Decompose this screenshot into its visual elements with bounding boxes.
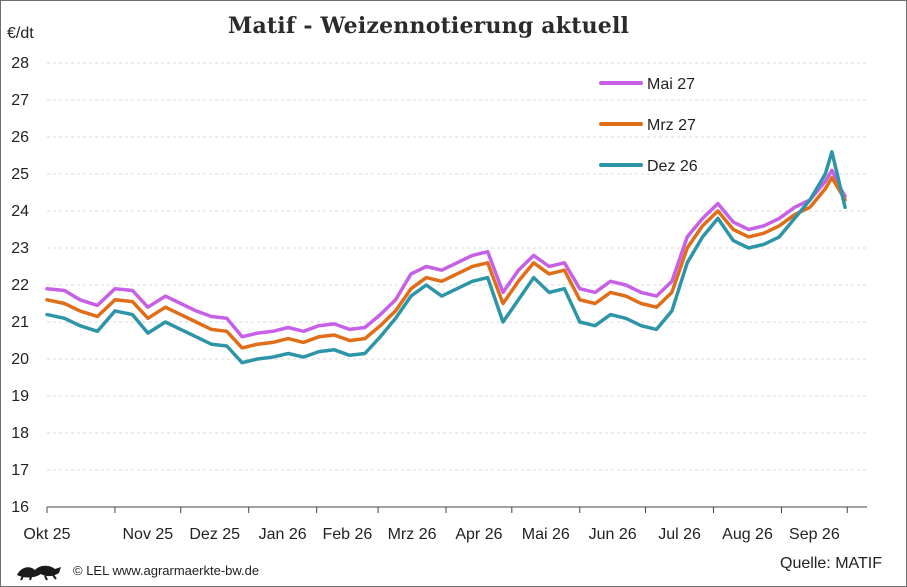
- grid-layer: [47, 62, 867, 471]
- legend-label: Mrz 27: [647, 117, 696, 134]
- legend: Mai 27 Mrz 27 Dez 26: [599, 76, 698, 175]
- y-tick-label: 16: [11, 499, 29, 516]
- y-tick-label: 20: [11, 351, 29, 368]
- y-tick-label: 21: [11, 314, 29, 331]
- x-tick-label: Feb 26: [322, 526, 372, 543]
- y-tick-label: 23: [11, 240, 29, 257]
- series-layer: [45, 150, 847, 365]
- baden-wuerttemberg-lion-logo: [17, 565, 61, 581]
- legend-label: Mai 27: [647, 76, 695, 93]
- y-tick-label: 17: [11, 462, 29, 479]
- y-tick-label: 28: [11, 55, 29, 72]
- x-tick-label: Mrz 26: [388, 526, 437, 543]
- x-tick-label: Jan 26: [259, 526, 307, 543]
- legend-label: Dez 26: [647, 158, 698, 175]
- x-tick-label: Sep 26: [789, 526, 840, 543]
- source-text: Quelle: MATIF: [780, 555, 882, 572]
- x-tick-label: Jul 26: [658, 526, 701, 543]
- x-tick-label: Jun 26: [589, 526, 637, 543]
- series-line: [45, 175, 847, 350]
- y-tick-label: 18: [11, 425, 29, 442]
- x-tick-label: Mai 26: [522, 526, 570, 543]
- y-tick-label: 24: [11, 203, 29, 220]
- x-tick-label: Apr 26: [455, 526, 502, 543]
- y-axis-unit-label: €/dt: [7, 25, 34, 42]
- y-tick-label: 19: [11, 388, 29, 405]
- y-tick-label: 25: [11, 166, 29, 183]
- copyright-text: © LEL www.agrarmaerkte-bw.de: [73, 563, 260, 578]
- y-tick-label: 26: [11, 129, 29, 146]
- series-line: [45, 150, 847, 365]
- x-tick-label: Dez 25: [189, 526, 240, 543]
- x-tick-label: Nov 25: [123, 526, 174, 543]
- x-tick-label: Okt 25: [23, 526, 70, 543]
- axis-layer: 16 17 18 19 20 21 22 23 24 25 26 27 28 Okt 25 Nov 25 De…: [11, 55, 867, 543]
- y-tick-label: 22: [11, 277, 29, 294]
- x-tick-label: Aug 26: [722, 526, 773, 543]
- y-tick-label: 27: [11, 92, 29, 109]
- series-line: [45, 168, 847, 339]
- chart-title: Matif - Weizennotierung aktuell: [227, 13, 630, 39]
